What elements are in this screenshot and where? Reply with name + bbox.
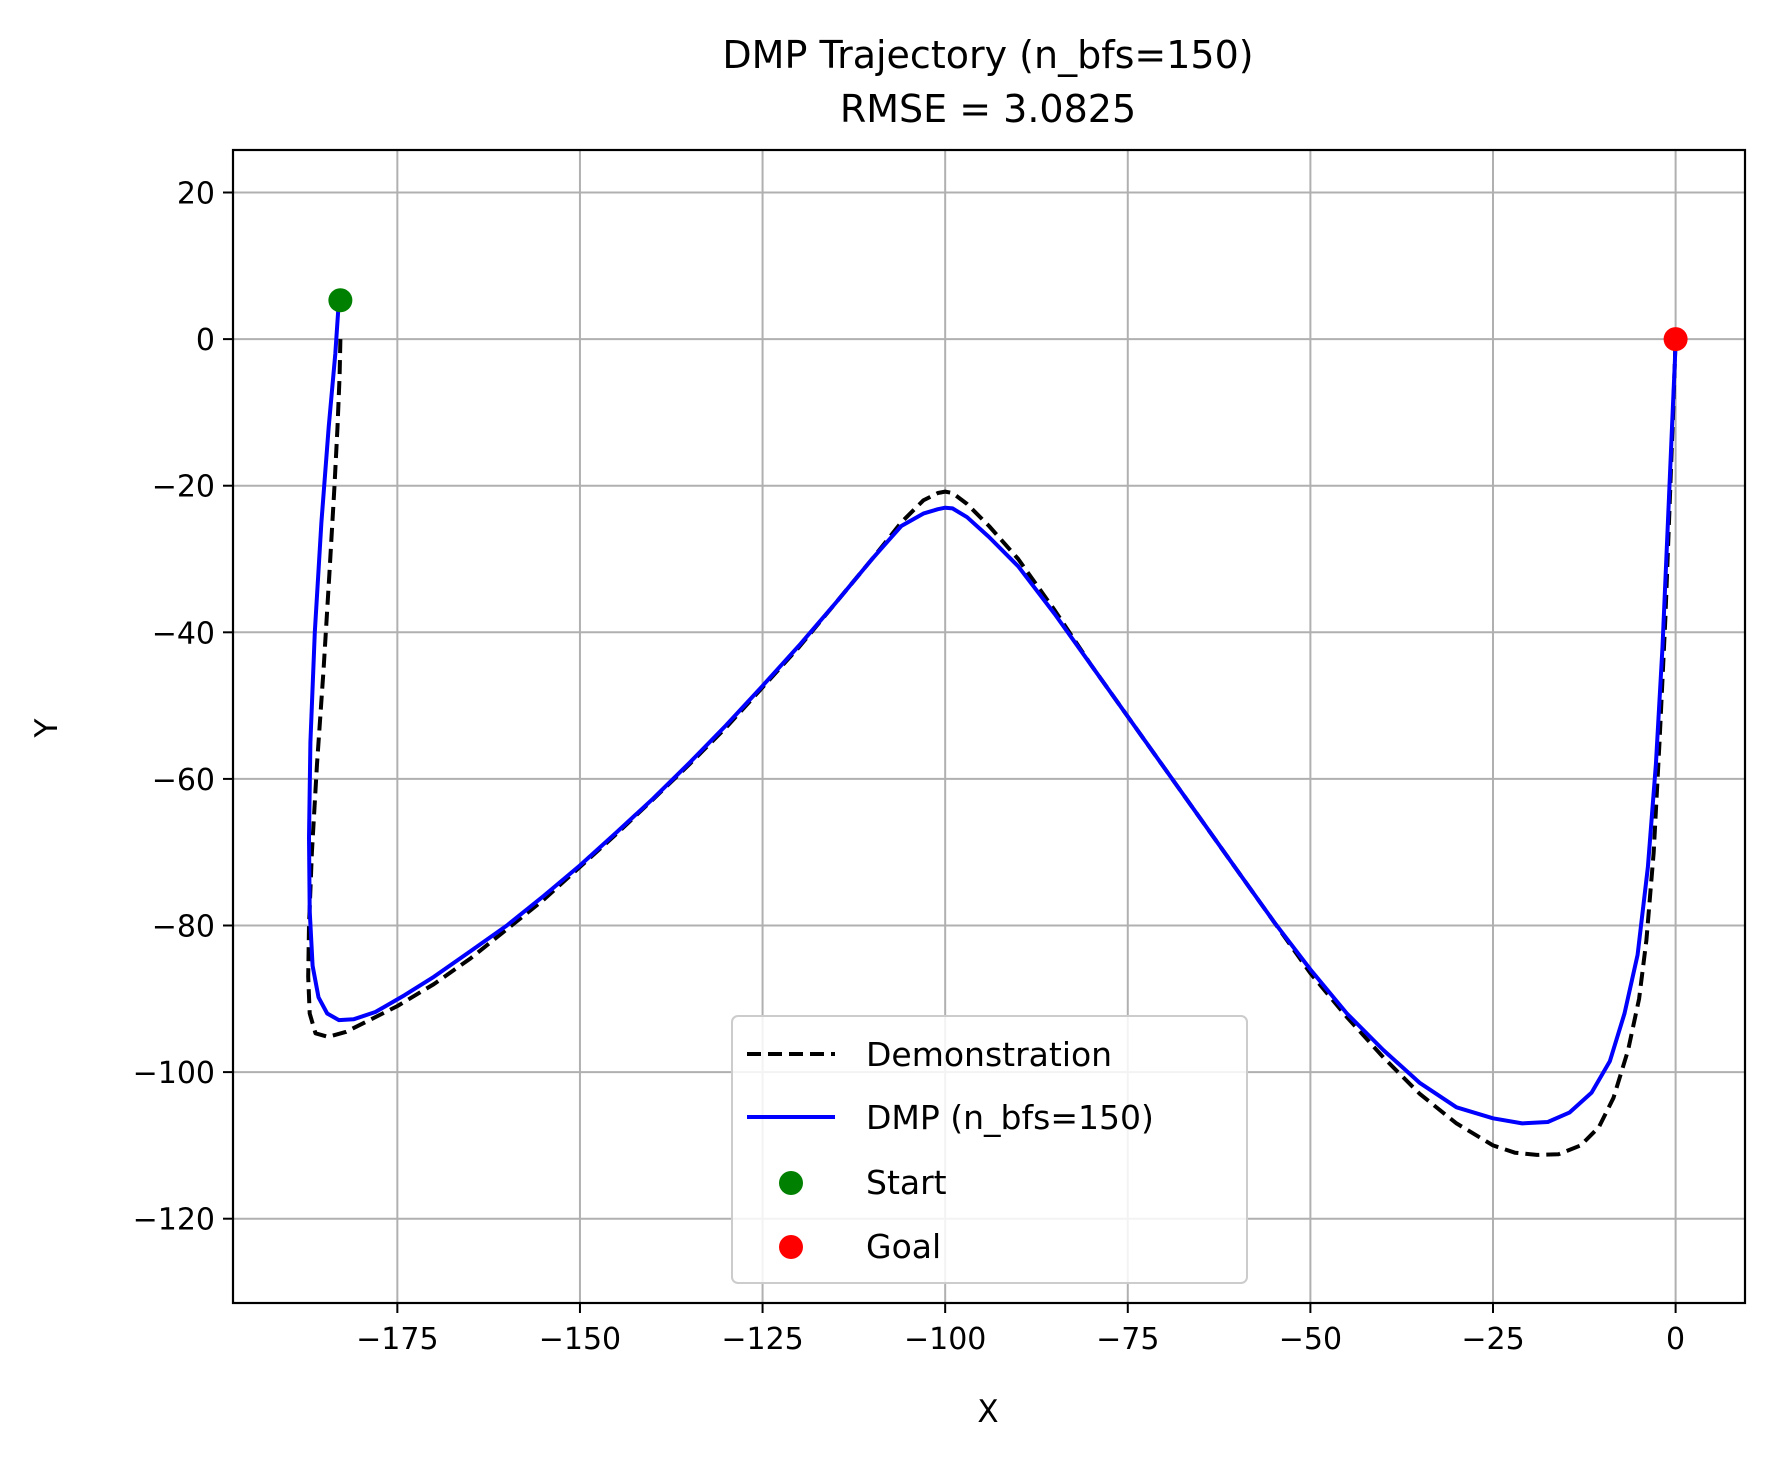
plot-points — [328, 288, 1688, 352]
x-axis-label: X — [977, 1394, 998, 1430]
x-tick-label: −100 — [904, 1322, 986, 1357]
y-axis-ticks: 20 0 −20 −40 −60 −80 −100 −120 — [133, 177, 233, 1238]
legend-start-marker — [779, 1171, 803, 1195]
y-tick-label: −60 — [152, 763, 215, 798]
y-tick-label: 0 — [196, 323, 215, 358]
x-tick-label: −50 — [1279, 1322, 1342, 1357]
legend-goal-label: Goal — [866, 1227, 941, 1266]
x-tick-label: −125 — [721, 1322, 803, 1357]
plot-frame — [231, 148, 1747, 1305]
y-axis-label: Y — [29, 718, 65, 738]
x-tick-label: −175 — [356, 1322, 438, 1357]
x-tick-label: −25 — [1461, 1322, 1524, 1357]
y-tick-label: −80 — [152, 910, 215, 945]
chart-subtitle: RMSE = 3.0825 — [840, 87, 1136, 131]
y-tick-label: −120 — [133, 1203, 215, 1238]
x-tick-label: −75 — [1096, 1322, 1159, 1357]
x-tick-label: 0 — [1666, 1322, 1685, 1357]
start-point — [328, 288, 353, 313]
x-axis-ticks: −175 −150 −125 −100 −75 −50 −25 0 — [356, 1303, 1685, 1357]
y-tick-label: −40 — [152, 616, 215, 651]
dmp-line — [307, 300, 1678, 1126]
goal-point — [1663, 327, 1688, 352]
y-tick-label: −100 — [133, 1056, 215, 1091]
legend-start-label: Start — [866, 1163, 947, 1202]
legend: Demonstration DMP (n_bfs=150) Start Goal — [731, 1015, 1248, 1284]
legend-box — [731, 1015, 1248, 1284]
y-tick-label: 20 — [177, 177, 215, 212]
chart-title: DMP Trajectory (n_bfs=150) — [722, 33, 1253, 77]
legend-demonstration-label: Demonstration — [866, 1035, 1112, 1074]
plot-series — [306, 300, 1678, 1157]
y-tick-label: −20 — [152, 470, 215, 505]
legend-goal-marker — [779, 1235, 803, 1259]
legend-dmp-label: DMP (n_bfs=150) — [866, 1098, 1154, 1137]
demonstration-line — [306, 339, 1678, 1157]
x-tick-label: −150 — [539, 1322, 621, 1357]
